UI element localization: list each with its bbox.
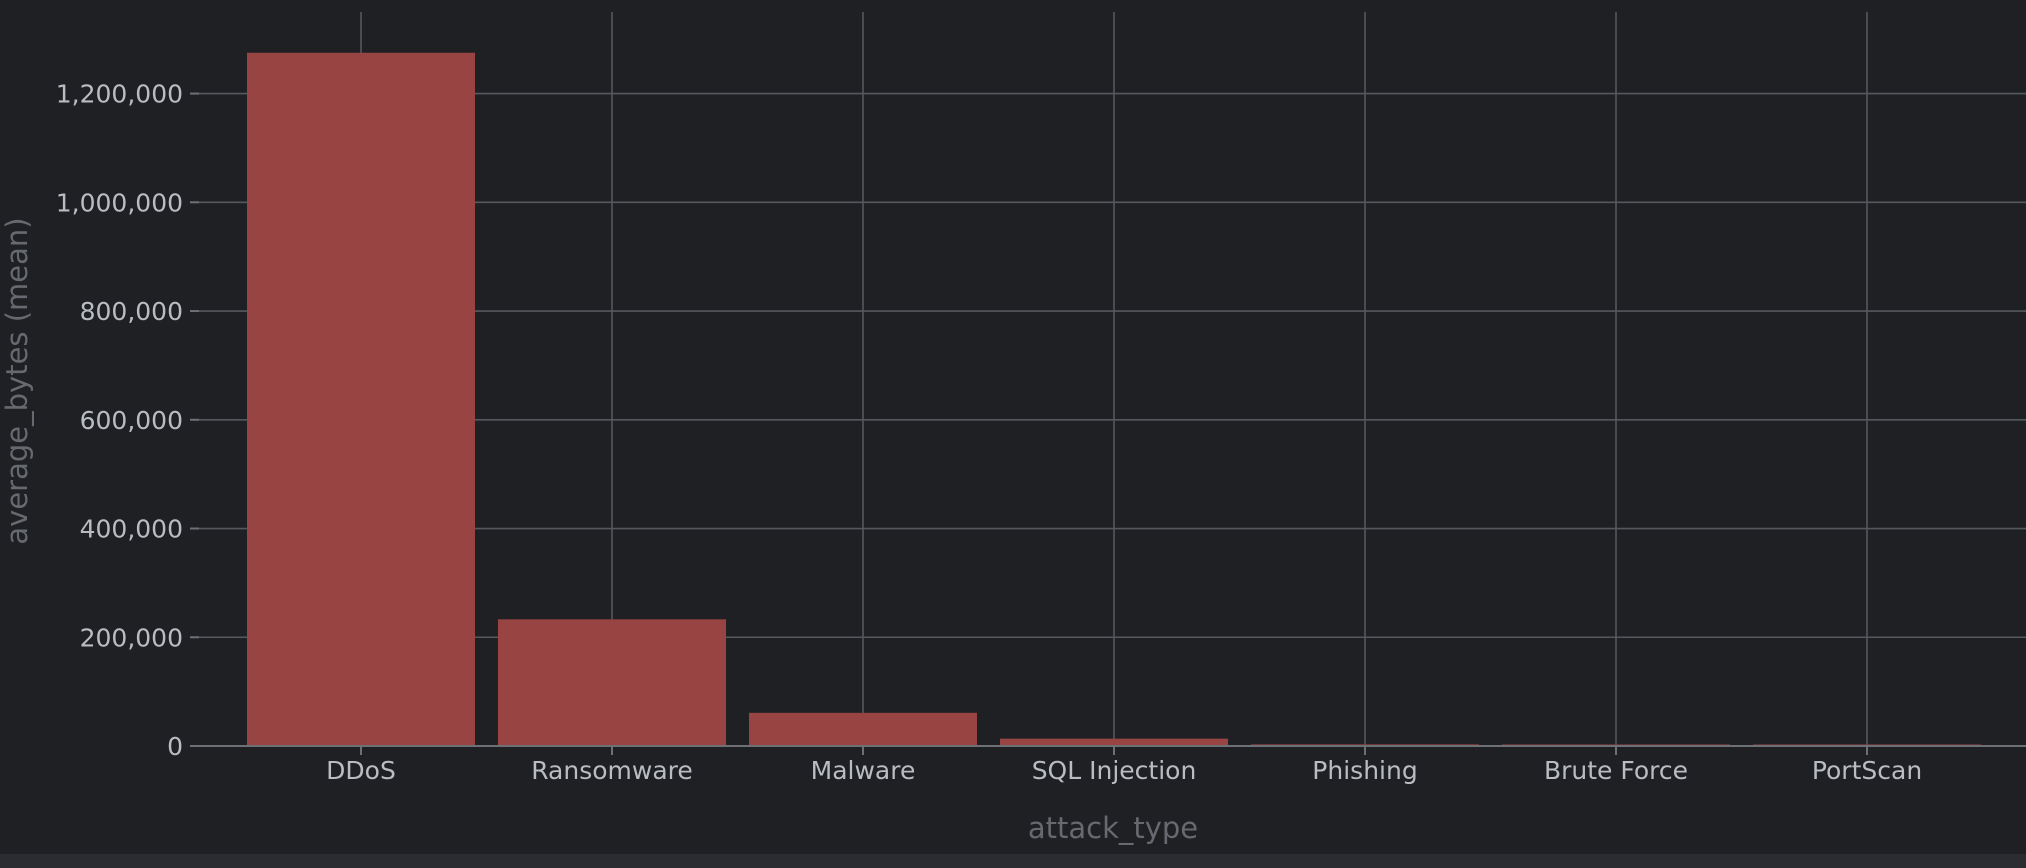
- x-tick-label: PortScan: [1812, 756, 1922, 785]
- bar-sql-injection: [1000, 738, 1228, 746]
- y-tick-label: 1,200,000: [56, 80, 183, 109]
- x-tick-label: DDoS: [326, 756, 396, 785]
- x-ticks: DDoS Ransomware Malware SQL Injection Phishi…: [326, 746, 1922, 785]
- x-tick-label: SQL Injection: [1032, 756, 1197, 785]
- y-axis-title: average_bytes (mean): [0, 217, 34, 544]
- x-axis-title: attack_type: [1028, 811, 1198, 845]
- footer-strip: [0, 854, 2026, 868]
- y-tick-label: 800,000: [80, 297, 183, 326]
- bars: [247, 52, 1981, 747]
- y-tick-label: 400,000: [80, 515, 183, 544]
- x-tick-label: Malware: [811, 756, 916, 785]
- y-tick-label: 200,000: [80, 623, 183, 652]
- y-tick-label: 1,000,000: [56, 188, 183, 217]
- y-tick-label: 600,000: [80, 406, 183, 435]
- x-tick-label: Ransomware: [531, 756, 693, 785]
- bar-malware: [749, 712, 977, 746]
- x-tick-label: Phishing: [1312, 756, 1417, 785]
- x-tick-label: Brute Force: [1544, 756, 1688, 785]
- bar-ransomware: [498, 619, 726, 746]
- y-ticks: 0 200,000 400,000 600,000 800,000 1,000,000 1,…: [56, 80, 199, 761]
- bar-ddos: [247, 52, 475, 747]
- y-tick-label: 0: [167, 732, 183, 761]
